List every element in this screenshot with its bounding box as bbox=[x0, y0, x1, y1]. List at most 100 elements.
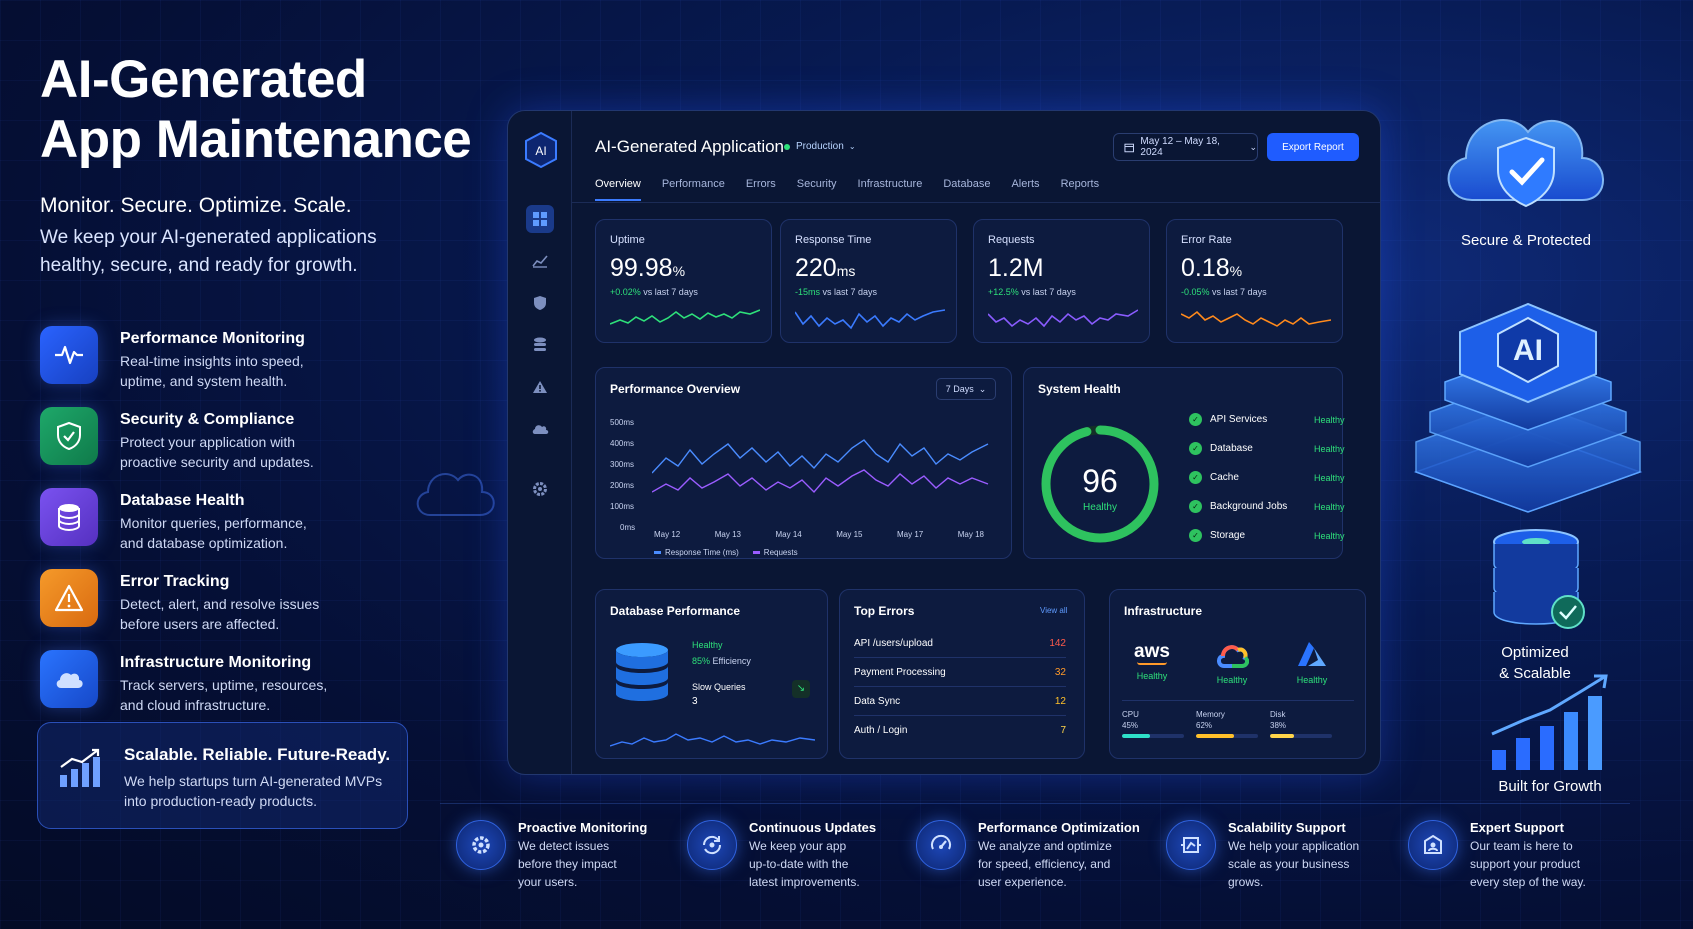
status-badge: Healthy bbox=[1314, 473, 1345, 483]
database-nav-icon[interactable] bbox=[526, 331, 554, 359]
tab-infrastructure[interactable]: Infrastructure bbox=[857, 178, 923, 190]
slow-queries-value: 3 bbox=[692, 696, 698, 707]
growth-label: Built for Growth bbox=[1498, 778, 1602, 795]
health-item: ✓ Cache bbox=[1189, 471, 1349, 484]
scale-icon bbox=[1166, 820, 1216, 870]
metric-cpu: CPU 45% bbox=[1122, 710, 1184, 738]
growth-chart-icon bbox=[58, 747, 104, 828]
metric-bar bbox=[1196, 734, 1258, 738]
aws-logo-icon: aws bbox=[1134, 641, 1170, 662]
pulse-icon bbox=[40, 326, 98, 384]
y-axis-ticks: 500ms 400ms 300ms 200ms 100ms 0ms bbox=[610, 418, 636, 532]
gcp-provider: Healthy bbox=[1202, 640, 1262, 685]
health-score-label: Healthy bbox=[1083, 502, 1117, 513]
hero-description: We keep your AI-generated applications h… bbox=[40, 227, 377, 276]
service-item: Performance Optimization We analyze and o… bbox=[916, 820, 1148, 891]
dashboard-grid-icon[interactable] bbox=[526, 205, 554, 233]
health-score-gauge bbox=[1041, 425, 1159, 543]
status-badge: Healthy bbox=[1314, 444, 1345, 454]
feature-item: Database Health Monitor queries, perform… bbox=[40, 488, 480, 551]
error-row[interactable]: Payment Processing 32 bbox=[854, 667, 1066, 687]
error-row[interactable]: Auth / Login 7 bbox=[854, 725, 1066, 736]
requests-sparkline bbox=[988, 309, 1138, 328]
database-performance-card: Database Performance Healthy 85% Efficie… bbox=[595, 589, 828, 759]
health-item: ✓ Background Jobs bbox=[1189, 500, 1349, 513]
check-icon: ✓ bbox=[1189, 500, 1202, 513]
metric-bar-fill bbox=[1270, 734, 1294, 738]
secure-label: Secure & Protected bbox=[1460, 232, 1592, 249]
check-icon: ✓ bbox=[1189, 529, 1202, 542]
status-badge: Healthy bbox=[1314, 415, 1345, 425]
db-status: Healthy bbox=[692, 640, 723, 650]
environment-selector[interactable]: Production ⌄ bbox=[784, 141, 856, 152]
range-selector[interactable]: 7 Days ⌄ bbox=[936, 378, 996, 400]
chevron-down-icon: ⌄ bbox=[848, 142, 856, 151]
cloud-nav-icon[interactable] bbox=[526, 415, 554, 443]
hero-title: AI-Generated App Maintenance bbox=[40, 50, 472, 169]
status-badge: Healthy bbox=[1314, 502, 1345, 512]
aws-provider: aws Healthy bbox=[1122, 641, 1182, 682]
chart-legend: Response Time (ms) Requests bbox=[654, 548, 798, 557]
cloud-decoration bbox=[410, 460, 500, 525]
tab-performance[interactable]: Performance bbox=[661, 178, 725, 190]
svg-text:AI: AI bbox=[1513, 334, 1543, 367]
metric-bar bbox=[1270, 734, 1332, 738]
check-icon: ✓ bbox=[1189, 442, 1202, 455]
metric-bar-fill bbox=[1122, 734, 1150, 738]
export-report-button[interactable]: Export Report bbox=[1267, 133, 1359, 161]
analytics-icon[interactable] bbox=[526, 247, 554, 275]
x-axis-ticks: May 12 May 13 May 14 May 15 May 17 May 18 bbox=[654, 530, 984, 539]
dashboard-window: AI AI-Generated Application Production ⌄ … bbox=[507, 110, 1381, 775]
shield-icon bbox=[40, 407, 98, 465]
tab-database[interactable]: Database bbox=[943, 178, 991, 190]
optimized-label: Optimized & Scalable bbox=[1499, 644, 1571, 682]
kpi-card-uptime: Uptime 99.98% +0.02% vs last 7 days bbox=[595, 219, 772, 343]
date-range-picker[interactable]: May 12 – May 18, 2024 ⌄ bbox=[1113, 133, 1258, 161]
secure-cloud-icon bbox=[1436, 88, 1616, 233]
db-sparkline bbox=[610, 733, 815, 747]
google-cloud-icon bbox=[1217, 645, 1250, 668]
performance-line-chart bbox=[652, 439, 989, 494]
service-item: Proactive Monitoring We detect issues befo… bbox=[456, 820, 658, 891]
status-badge: Healthy bbox=[1314, 531, 1345, 541]
tab-security[interactable]: Security bbox=[796, 178, 837, 190]
top-errors-card: Top Errors View all API /users/upload 142… bbox=[839, 589, 1085, 759]
view-all-link[interactable]: View all bbox=[1040, 606, 1068, 615]
feature-item: Performance Monitoring Real-time insight… bbox=[40, 326, 480, 389]
db-efficiency: 85% Efficiency bbox=[692, 656, 751, 666]
tab-overview[interactable]: Overview bbox=[595, 178, 641, 201]
metric-memory: Memory 62% bbox=[1196, 710, 1258, 738]
cta-box: Scalable. Reliable. Future-Ready. We hel… bbox=[37, 722, 408, 829]
tab-reports[interactable]: Reports bbox=[1060, 178, 1100, 190]
dashboard-header: AI-Generated Application Production ⌄ May… bbox=[572, 111, 1380, 203]
tab-errors[interactable]: Errors bbox=[745, 178, 776, 190]
kpi-card-requests: Requests 1.2M +12.5% vs last 7 days bbox=[973, 219, 1150, 343]
cloud-icon bbox=[40, 650, 98, 708]
warning-icon bbox=[40, 569, 98, 627]
health-item: ✓ Database bbox=[1189, 442, 1349, 455]
security-shield-icon[interactable] bbox=[526, 289, 554, 317]
services-strip: Proactive Monitoring We detect issues befo… bbox=[440, 803, 1630, 908]
check-icon: ✓ bbox=[1189, 413, 1202, 426]
ai-server-stack: AI bbox=[1413, 302, 1643, 513]
settings-gear-icon[interactable] bbox=[526, 475, 554, 503]
sidebar: AI bbox=[508, 111, 572, 774]
error-row[interactable]: Data Sync 12 bbox=[854, 696, 1066, 716]
feature-item: Error Tracking Detect, alert, and resolv… bbox=[40, 569, 480, 632]
update-icon bbox=[687, 820, 737, 870]
chevron-down-icon: ⌄ bbox=[1249, 141, 1257, 152]
ai-logo[interactable]: AI bbox=[524, 131, 558, 169]
tab-alerts[interactable]: Alerts bbox=[1011, 178, 1040, 190]
cta-title: Scalable. Reliable. Future-Ready. bbox=[124, 745, 391, 764]
feature-item: Security & Compliance Protect your appli… bbox=[40, 407, 480, 470]
support-icon bbox=[1408, 820, 1458, 870]
status-dot bbox=[784, 143, 790, 150]
alert-icon[interactable] bbox=[526, 373, 554, 401]
metric-bar bbox=[1122, 734, 1184, 738]
uptime-sparkline bbox=[610, 309, 760, 325]
error-row[interactable]: API /users/upload 142 bbox=[854, 638, 1066, 658]
check-icon: ✓ bbox=[1189, 471, 1202, 484]
service-item: Continuous Updates We keep your app up-to-… bbox=[687, 820, 889, 891]
cta-text: We help startups turn AI-generated MVPs i… bbox=[124, 773, 383, 809]
infrastructure-card: Infrastructure aws Healthy Healthy Healt… bbox=[1109, 589, 1366, 759]
